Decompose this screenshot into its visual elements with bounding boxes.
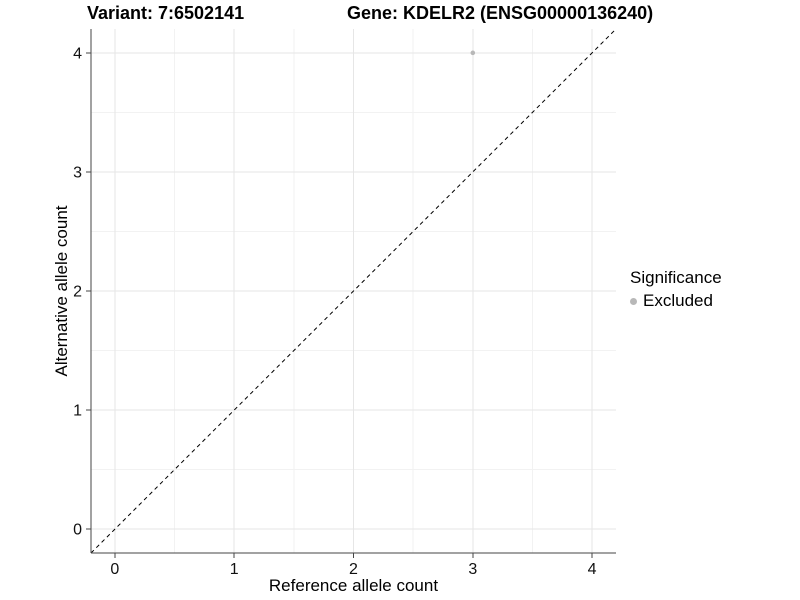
y-tick-label: 1 [73,403,82,420]
plot-title-gene: Gene: KDELR2 (ENSG00000136240) [347,3,654,23]
legend-item-excluded: Excluded [630,291,722,311]
legend-title: Significance [630,268,722,287]
x-tick-label: 1 [230,561,239,578]
legend-item-label: Excluded [643,291,713,310]
y-tick-label: 2 [73,284,82,301]
x-tick-label: 3 [468,561,477,578]
data-point [470,50,476,56]
legend: Significance Excluded [630,268,722,311]
legend-point-icon [630,297,637,305]
y-tick-label: 4 [73,45,82,62]
plot-title-variant: Variant: 7:6502141 [87,3,245,23]
x-axis-title: Reference allele count [268,576,439,595]
x-tick-label: 4 [588,561,597,578]
y-tick-label: 0 [73,522,82,539]
y-axis-title: Alternative allele count [52,205,71,377]
y-tick-label: 3 [73,164,82,181]
identity-line [90,28,617,554]
x-tick-label: 0 [110,561,119,578]
x-tick-label: 2 [349,561,358,578]
